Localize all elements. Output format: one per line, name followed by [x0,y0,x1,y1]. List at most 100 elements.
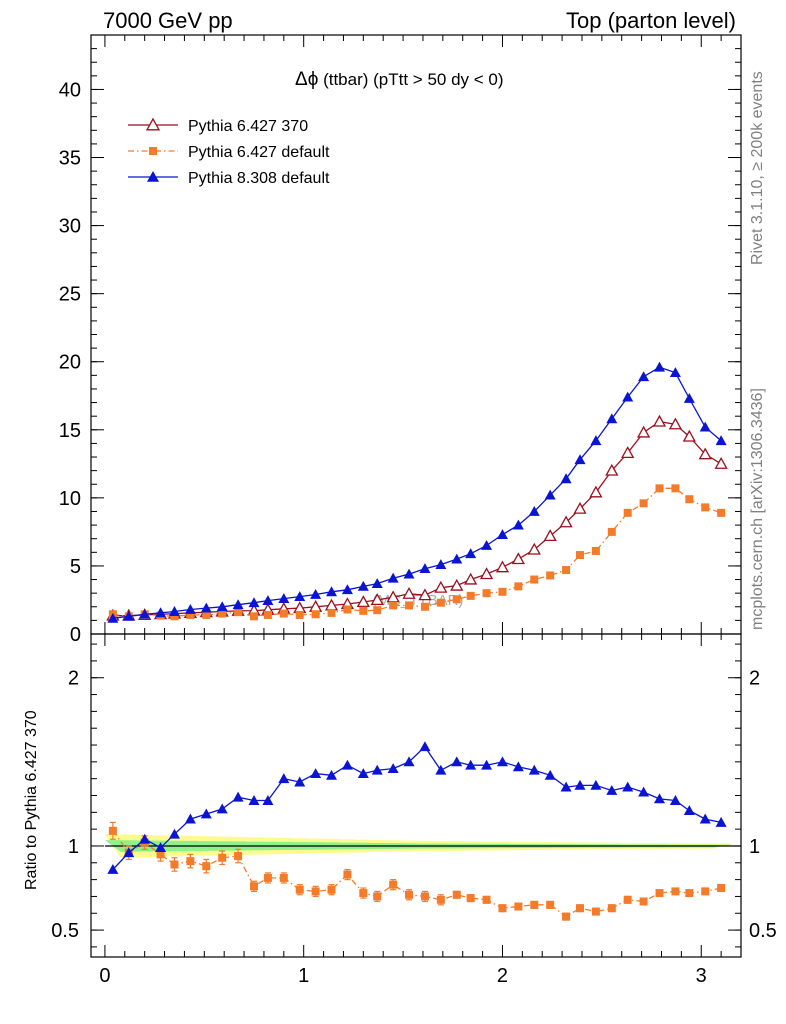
data-point [546,571,555,580]
data-point [575,551,584,560]
ratio-data-point [607,904,616,913]
data-point [139,608,151,619]
data-point [495,560,510,573]
data-point [216,601,228,612]
data-point [371,578,383,589]
data-point [402,587,416,599]
data-point [249,612,258,621]
ratio-series-line [112,745,722,870]
ratio-data-point [638,786,650,797]
data-point [418,588,432,601]
data-point [698,447,712,460]
ratio-data-point [249,882,258,891]
data-point [528,505,540,516]
ratio-y-tick-label-left: 0.5 [51,920,79,942]
series-line [112,366,722,619]
header-right-label: Top (parton level) [566,8,736,33]
ratio-data-point [562,912,571,921]
data-point [605,463,619,476]
series-line [112,487,722,617]
data-point [574,454,586,465]
data-point [636,425,651,438]
data-point [511,552,525,565]
ratio-data-point [218,853,227,862]
ratio-data-point [717,884,726,893]
data-point [606,413,618,424]
y-tick-label: 15 [59,420,81,442]
data-point [434,580,448,593]
data-point [184,603,196,614]
ratio-data-point [481,759,493,770]
ratio-data-point [451,756,463,767]
series-1 [108,484,726,621]
y-tick-label: 0 [70,624,81,646]
data-point [668,417,683,430]
legend-item-0: Pythia 6.427 370 [128,117,308,135]
ratio-series-line [112,830,722,918]
ratio-data-point [359,889,368,898]
data-point [482,589,491,598]
ratio-data-point [655,889,664,898]
data-point [717,508,726,517]
ratio-data-point [326,769,338,780]
ratio-data-point [575,904,584,913]
data-point [479,567,494,580]
ratio-data-point [482,895,491,904]
ratio-data-point [200,808,212,819]
data-point [652,414,667,427]
data-point [389,601,398,610]
ratio-data-point [310,768,322,779]
ratio-data-point [341,759,353,770]
ratio-y-tick-label-left: 2 [68,668,79,690]
legend-item-1: Pythia 6.427 default [128,144,330,161]
legend-label: Pythia 6.427 default [188,144,330,161]
ratio-data-point [123,847,135,858]
data-point [591,546,600,555]
data-point [327,608,336,617]
y-tick-label: 40 [59,79,81,101]
ratio-data-point [701,887,710,896]
data-point [714,456,728,469]
ratio-data-point [560,781,572,792]
data-point [450,578,464,591]
data-point [155,607,167,618]
ratio-data-point [699,813,711,824]
data-point [543,529,557,542]
ratio-data-point [715,816,727,827]
mcplots-reference-label: mcplots.cern.ch [arXiv:1306.3436] [749,388,766,630]
ratio-data-point [435,764,447,775]
data-point [590,435,602,446]
y-tick-label: 10 [59,488,81,510]
ratio-data-point [546,900,555,909]
x-tick-label: 1 [298,965,309,987]
data-point [232,599,244,610]
data-point [294,591,306,601]
data-point [559,515,573,528]
data-point [370,593,384,606]
ratio-data-point [343,870,352,879]
data-point [420,602,429,611]
ratio-data-point [234,852,243,861]
series-2 [107,361,727,623]
ratio-data-point [294,776,306,787]
ratio-data-point [184,813,196,824]
data-point [279,609,288,618]
ratio-data-point [357,768,369,779]
main-series-layer [106,361,728,623]
data-point [202,610,211,619]
ratio-data-point [622,781,634,792]
ratio-y-tick-label-right: 1 [749,836,760,858]
data-point [715,435,727,446]
data-point [466,591,475,600]
legend-item-2: Pythia 8.308 default [128,170,330,187]
ratio-data-point [466,894,475,903]
ratio-data-point [496,756,508,767]
ratio-y-tick-label-right: 2 [749,668,760,690]
ratio-data-point [248,795,260,805]
ratio-data-point [606,784,618,795]
ratio-data-point [420,892,429,901]
ratio-data-point [654,793,666,804]
data-point [685,495,694,504]
ratio-data-point [544,769,556,780]
data-point [451,553,463,564]
